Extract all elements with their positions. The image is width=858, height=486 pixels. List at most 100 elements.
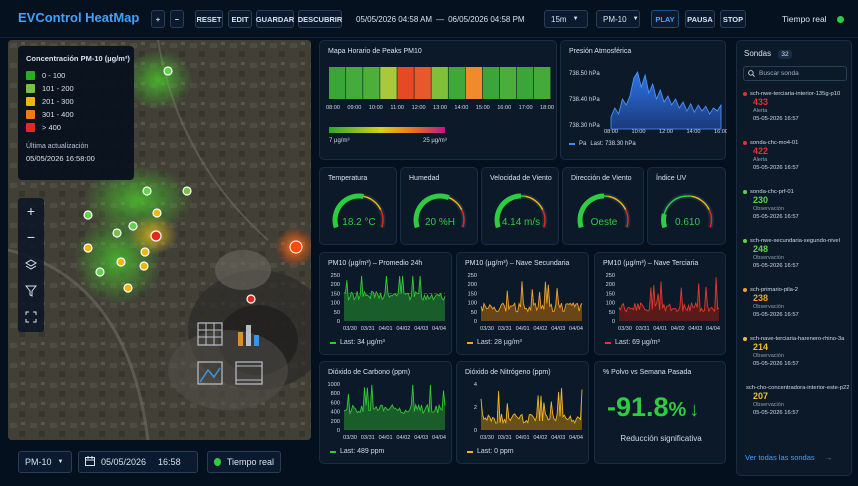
gauge-title: Dirección de Viento [571, 175, 632, 182]
bottom-pollutant-select[interactable]: PM-10 ▼ [18, 451, 72, 473]
sonda-name: sch-nave-terciaria-harenero-rhino-3a [750, 336, 845, 342]
line-chart-card: Dióxido de Carbono (ppm) 1000 800 600 400 20… [319, 361, 452, 464]
pressure-x-tick: 16:00 [714, 129, 727, 135]
heatmap-cell [448, 67, 466, 99]
gauge-title: Velocidad de Viento [490, 175, 552, 182]
hour-tick-label: 16:00 [497, 105, 511, 111]
play-button[interactable]: PLAY [651, 10, 679, 28]
realtime-indicator[interactable]: Tiempo real [782, 14, 844, 24]
zoom-out-button[interactable]: − [170, 10, 184, 28]
descubrir-button[interactable]: DESCUBRIR [298, 10, 342, 28]
line-chart: 1000 800 600 400 200 003/30 03/31 04/01 04/02 04/… [328, 382, 446, 441]
legend-swatch [569, 143, 575, 145]
sonda-list-item[interactable]: sch-cho-concentradora-interior-este-p22 … [743, 385, 849, 417]
map-zoom-in-icon[interactable]: + [26, 203, 36, 219]
sonda-value: 433 [753, 97, 769, 107]
scale-max-label: 25 µg/m³ [423, 138, 447, 144]
sonda-status-dot [743, 239, 747, 243]
polvo-card: % Polvo vs Semana Pasada -91.8% ↓ Reducci… [594, 361, 726, 464]
line-chart-title: Dióxido de Carbono (ppm) [328, 369, 411, 376]
x-tick-label: 04/02 [533, 326, 547, 332]
pollutant-select[interactable]: PM-10 ▼ [596, 10, 640, 28]
sonda-status: Observación [753, 402, 784, 408]
sonda-status-dot [743, 337, 747, 341]
view-all-sondas-link[interactable]: Ver todas las sondas → [745, 453, 832, 462]
line-chart-title: PM10 (µg/m³) – Promedio 24h [328, 260, 423, 267]
pressure-x-tick: 14:00 [687, 129, 701, 135]
status-dot-icon [836, 16, 844, 24]
map-overlay-icons [197, 322, 263, 385]
fullscreen-icon[interactable] [18, 304, 44, 330]
heatmap-cell [499, 67, 517, 99]
sonda-name: sch-nwe-secundaria-segundo-nivel [750, 238, 840, 244]
last-update-value: 05/05/2026 16:58:00 [26, 154, 95, 163]
hour-tick-label: 17:00 [519, 105, 533, 111]
series-area [344, 275, 445, 321]
x-tick-label: 04/03 [551, 435, 565, 441]
guardar-button[interactable]: GUARDAR [256, 10, 294, 28]
chevron-down-icon: ▼ [572, 16, 579, 22]
range-end: 06/05/2026 04:58 PM [448, 14, 525, 24]
hour-tick-label: 15:00 [476, 105, 490, 111]
legend-swatch [330, 341, 336, 344]
y-tick-label: 0 [474, 319, 477, 325]
sondas-search[interactable]: Buscar sonda [743, 66, 847, 81]
gauge-chart [494, 193, 548, 229]
sonda-status: Observación [753, 304, 784, 310]
pausa-button[interactable]: PAUSA [685, 10, 715, 28]
sonda-list-item[interactable]: sonda-chc-prf-01 230 Observación 05-05-2… [743, 189, 849, 221]
heatmap-cell [482, 67, 500, 99]
sonda-list-item[interactable]: sch-nave-terciaria-harenero-rhino-3a 214… [743, 336, 849, 368]
gauge-value: 4.14 m/s [501, 217, 541, 228]
polvo-caption: Reducción significativa [620, 434, 702, 443]
edit-button[interactable]: EDIT [228, 10, 252, 28]
sonda-list-item[interactable]: sch-primario-pila-2 238 Observación 05-0… [743, 287, 849, 319]
sonda-list-item[interactable]: sonda-chc-mo4-01 422 Alerta 05-05-2026 1… [743, 140, 849, 172]
gauge-value: Oeste [590, 217, 618, 228]
zoom-in-button[interactable]: + [151, 10, 165, 28]
satellite-map[interactable] [8, 40, 311, 440]
gauge-fill [413, 193, 450, 229]
bottom-realtime-label: Tiempo real [226, 457, 274, 467]
hour-tick-label: 11:00 [390, 105, 404, 111]
x-tick-label: 04/04 [706, 326, 720, 332]
sondas-count-badge: 32 [778, 50, 792, 59]
x-tick-label: 04/03 [414, 326, 428, 332]
legend-swatch [26, 110, 35, 119]
gauge-value: 18.2 °C [342, 217, 376, 228]
legend-label: 301 - 400 [42, 110, 74, 119]
interval-select[interactable]: 15m ▼ [544, 10, 588, 28]
gauge-title: Índice UV [656, 175, 687, 182]
gauge-chart [332, 193, 386, 229]
legend-label: 0 - 100 [42, 71, 66, 80]
bottom-realtime-toggle[interactable]: Tiempo real [207, 451, 281, 473]
arrow-down-icon: ↓ [689, 399, 700, 421]
heatmap-cell [346, 67, 363, 99]
y-tick-label: 150 [331, 291, 340, 297]
scale-min-label: 7 µg/m³ [329, 138, 350, 144]
reset-button[interactable]: RESET [195, 10, 223, 28]
gauge-chart [577, 193, 631, 229]
pressure-y-tick: 738.50 hPa [569, 71, 600, 77]
date-range[interactable]: 05/05/2026 04:58 AM — 06/05/2026 04:58 P… [356, 10, 532, 28]
sonda-list-item[interactable]: sch-nwe-terciaria-interior-135g-p10 433 … [743, 91, 849, 123]
map-zoom-out-icon[interactable]: − [26, 229, 36, 245]
bottom-time: 16:58 [158, 457, 181, 467]
series-area [344, 384, 445, 430]
color-scale-bar [329, 127, 445, 133]
stop-button[interactable]: STOP [720, 10, 746, 28]
line-chart-last-value: Last: 69 µg/m³ [615, 339, 660, 346]
sonda-timestamp: 05-05-2026 16:57 [753, 410, 799, 416]
pressure-area [610, 70, 722, 130]
layers-icon[interactable] [18, 252, 44, 278]
y-tick-label: 4 [474, 382, 477, 388]
x-tick-label: 04/04 [569, 326, 583, 332]
sonda-list-item[interactable]: sch-nwe-secundaria-segundo-nivel 248 Obs… [743, 238, 849, 270]
filter-icon[interactable] [18, 278, 44, 304]
datetime-picker[interactable]: 05/05/2026 16:58 [78, 451, 198, 473]
pressure-y-tick: 738.30 hPa [569, 123, 600, 129]
legend-item: 0 - 100 [26, 69, 126, 82]
series-line [618, 277, 720, 313]
